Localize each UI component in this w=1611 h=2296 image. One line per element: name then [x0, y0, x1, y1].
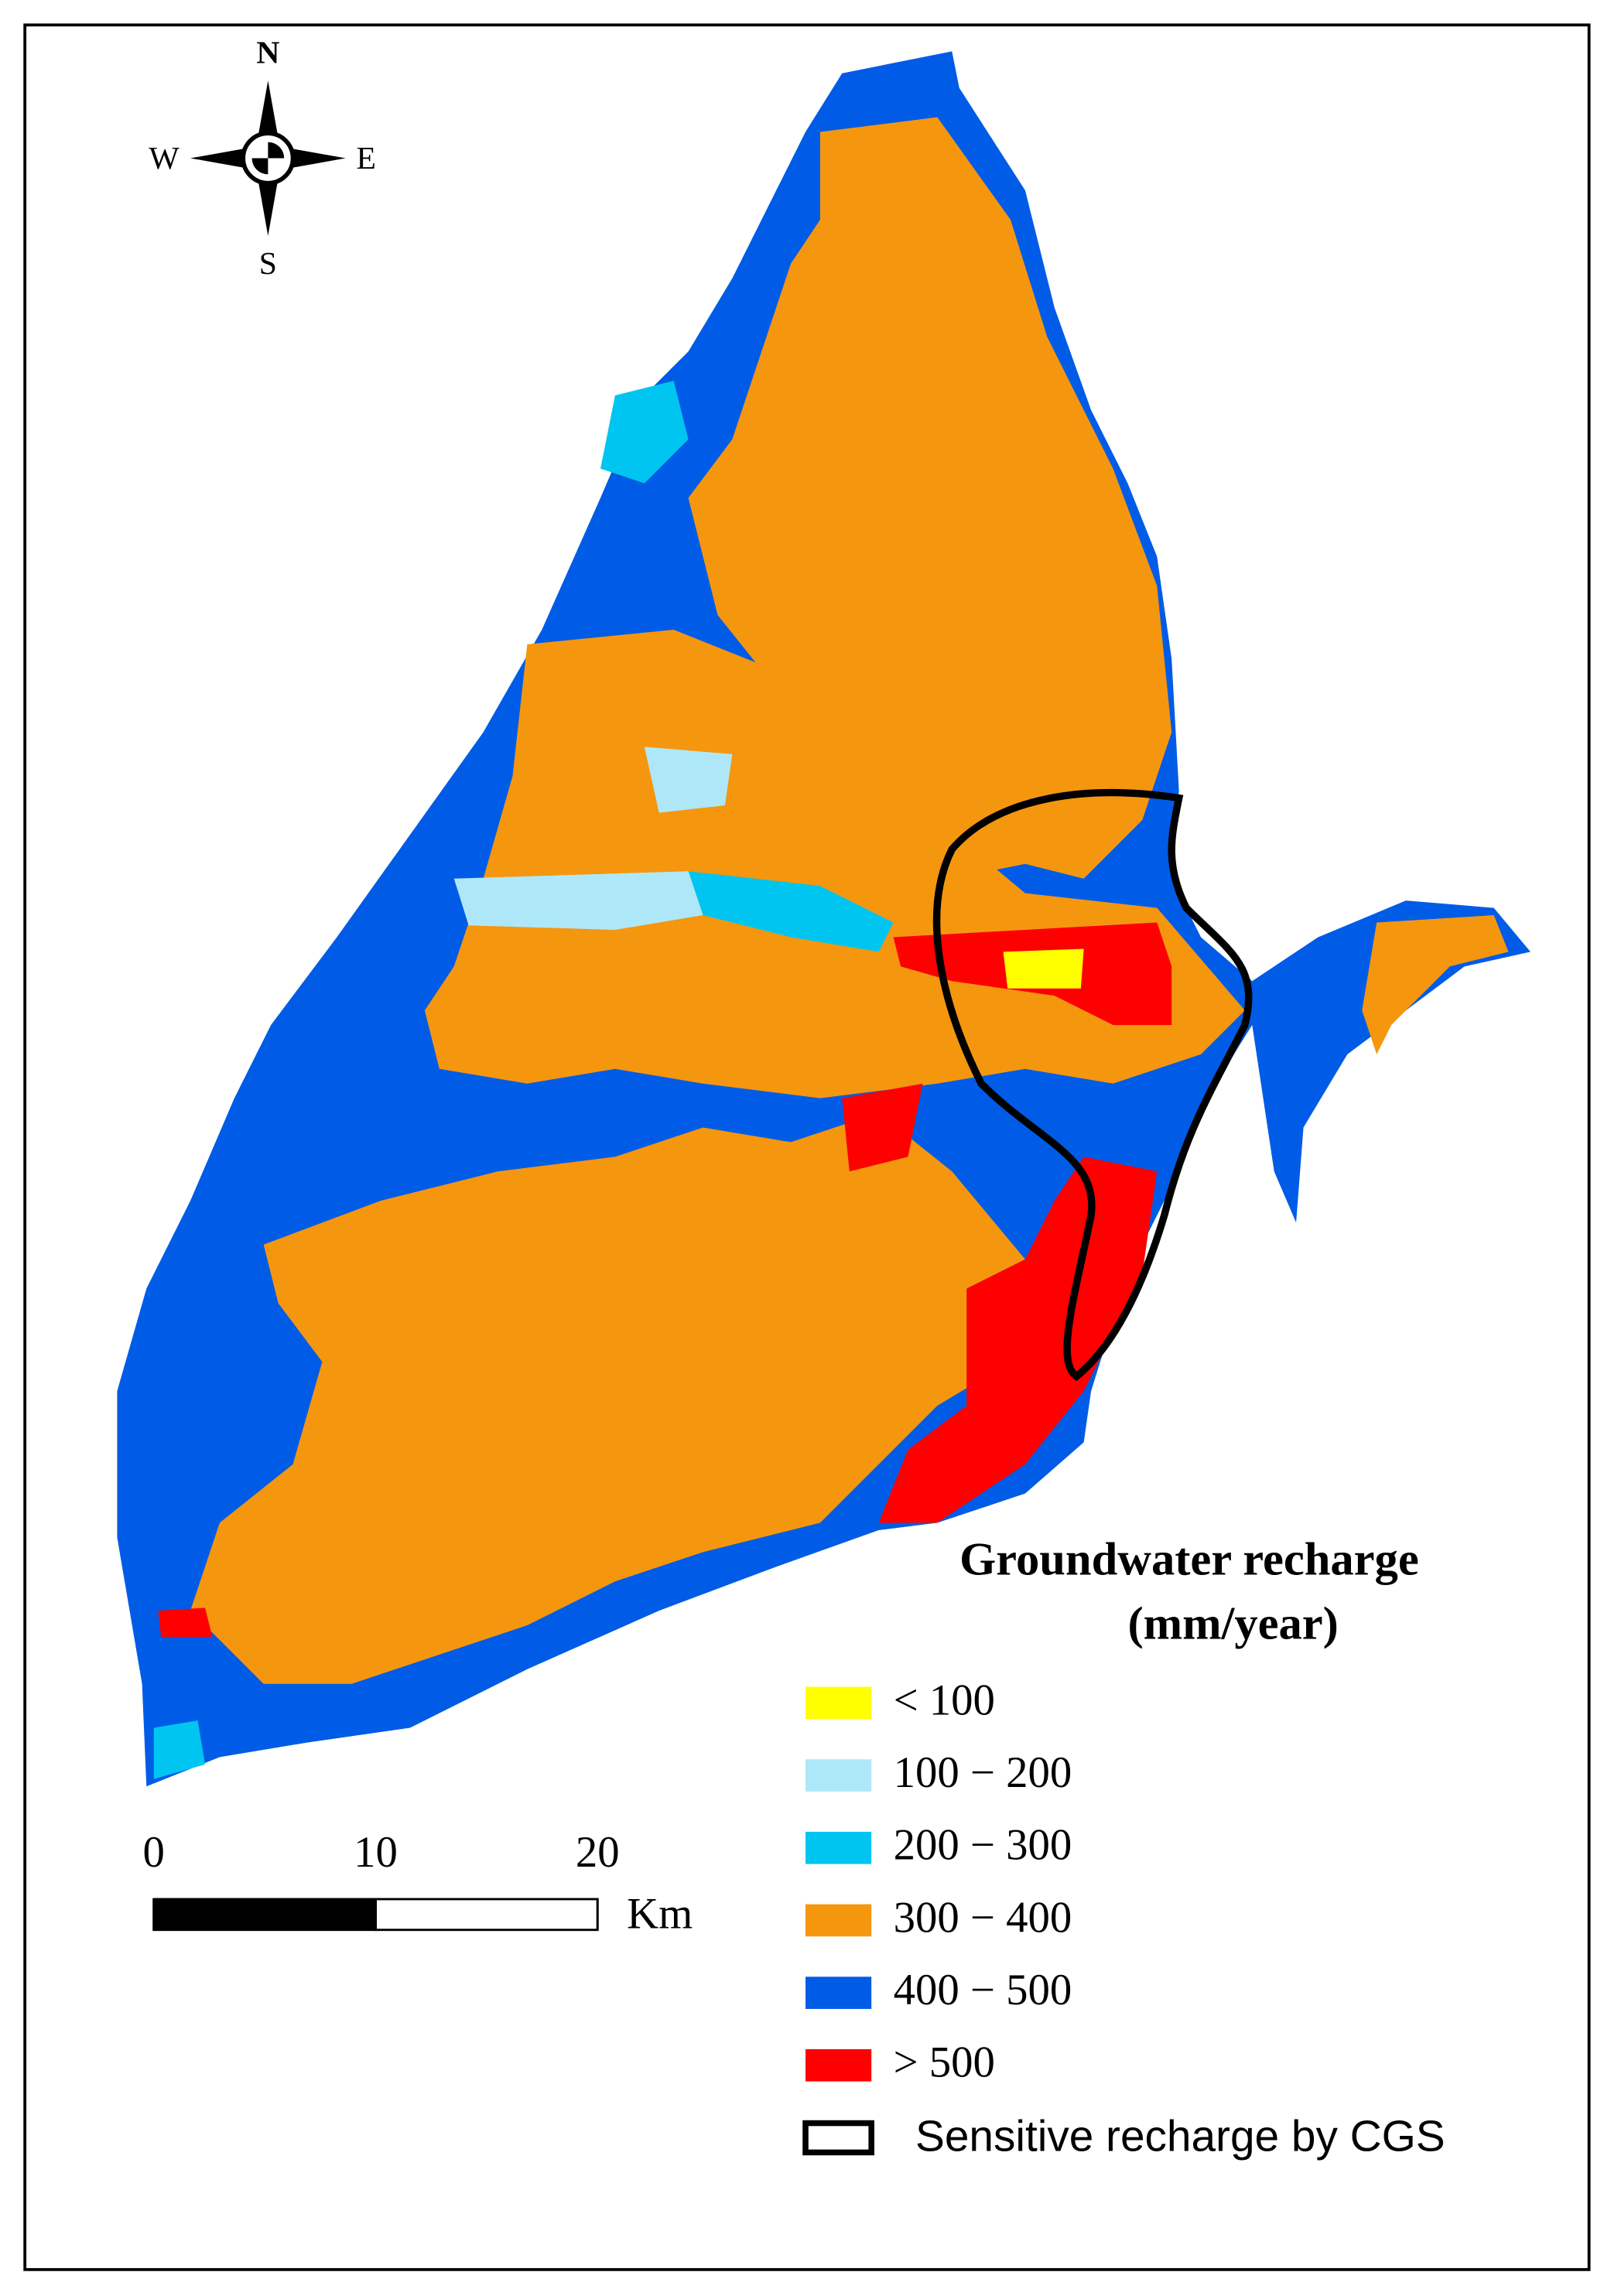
- compass-center: [251, 142, 285, 175]
- legend-swatch: [806, 1831, 872, 1864]
- compass-west: W: [149, 141, 180, 176]
- region-300-400: [1362, 915, 1509, 1054]
- legend-label: 200 − 300: [894, 1821, 1072, 1870]
- region-200-300: [600, 381, 689, 483]
- legend-swatch: [806, 1904, 872, 1937]
- compass-south: S: [259, 246, 277, 282]
- legend-swatch: [806, 2048, 872, 2082]
- legend-swatch: [806, 1759, 872, 1792]
- legend-label: > 500: [894, 2038, 995, 2087]
- compass-north: N: [256, 36, 279, 71]
- legend-subtitle: (mm/year): [1128, 1598, 1339, 1650]
- legend-label: 300 − 400: [894, 1893, 1072, 1942]
- cgs-outline: [932, 789, 1253, 1382]
- legend-label: 100 − 200: [894, 1748, 1072, 1797]
- scale-tick-label: 10: [354, 1828, 398, 1877]
- legend-swatch: [806, 1686, 872, 1720]
- scale-segment: [152, 1898, 377, 1932]
- region-100-200: [453, 871, 703, 930]
- scale-segment: [375, 1898, 599, 1932]
- region-300-400: [190, 1112, 1025, 1684]
- compass: N S W E: [149, 36, 376, 282]
- legend-swatch-outline: [802, 2120, 874, 2156]
- legend-label: Sensitive recharge by CGS: [915, 2112, 1445, 2161]
- recharge-map: [117, 51, 1531, 1787]
- region-100-200: [644, 747, 733, 813]
- region-200-300: [153, 1720, 205, 1779]
- region-above-500: [158, 1608, 213, 1638]
- legend-label: 400 − 500: [894, 1966, 1072, 2014]
- legend: Groundwater recharge (mm/year) < 100 100 …: [802, 1533, 1445, 2161]
- scale-tick-label: 20: [576, 1828, 620, 1877]
- legend-title: Groundwater recharge: [959, 1533, 1419, 1585]
- scale-unit: Km: [627, 1890, 693, 1939]
- region-above-500: [842, 1083, 923, 1172]
- compass-east: E: [356, 141, 375, 176]
- scale-tick-label: 0: [143, 1828, 165, 1877]
- legend-label: < 100: [894, 1676, 995, 1724]
- legend-swatch: [806, 1977, 872, 2009]
- region-below-100: [1003, 948, 1084, 989]
- region-200-300: [688, 871, 894, 952]
